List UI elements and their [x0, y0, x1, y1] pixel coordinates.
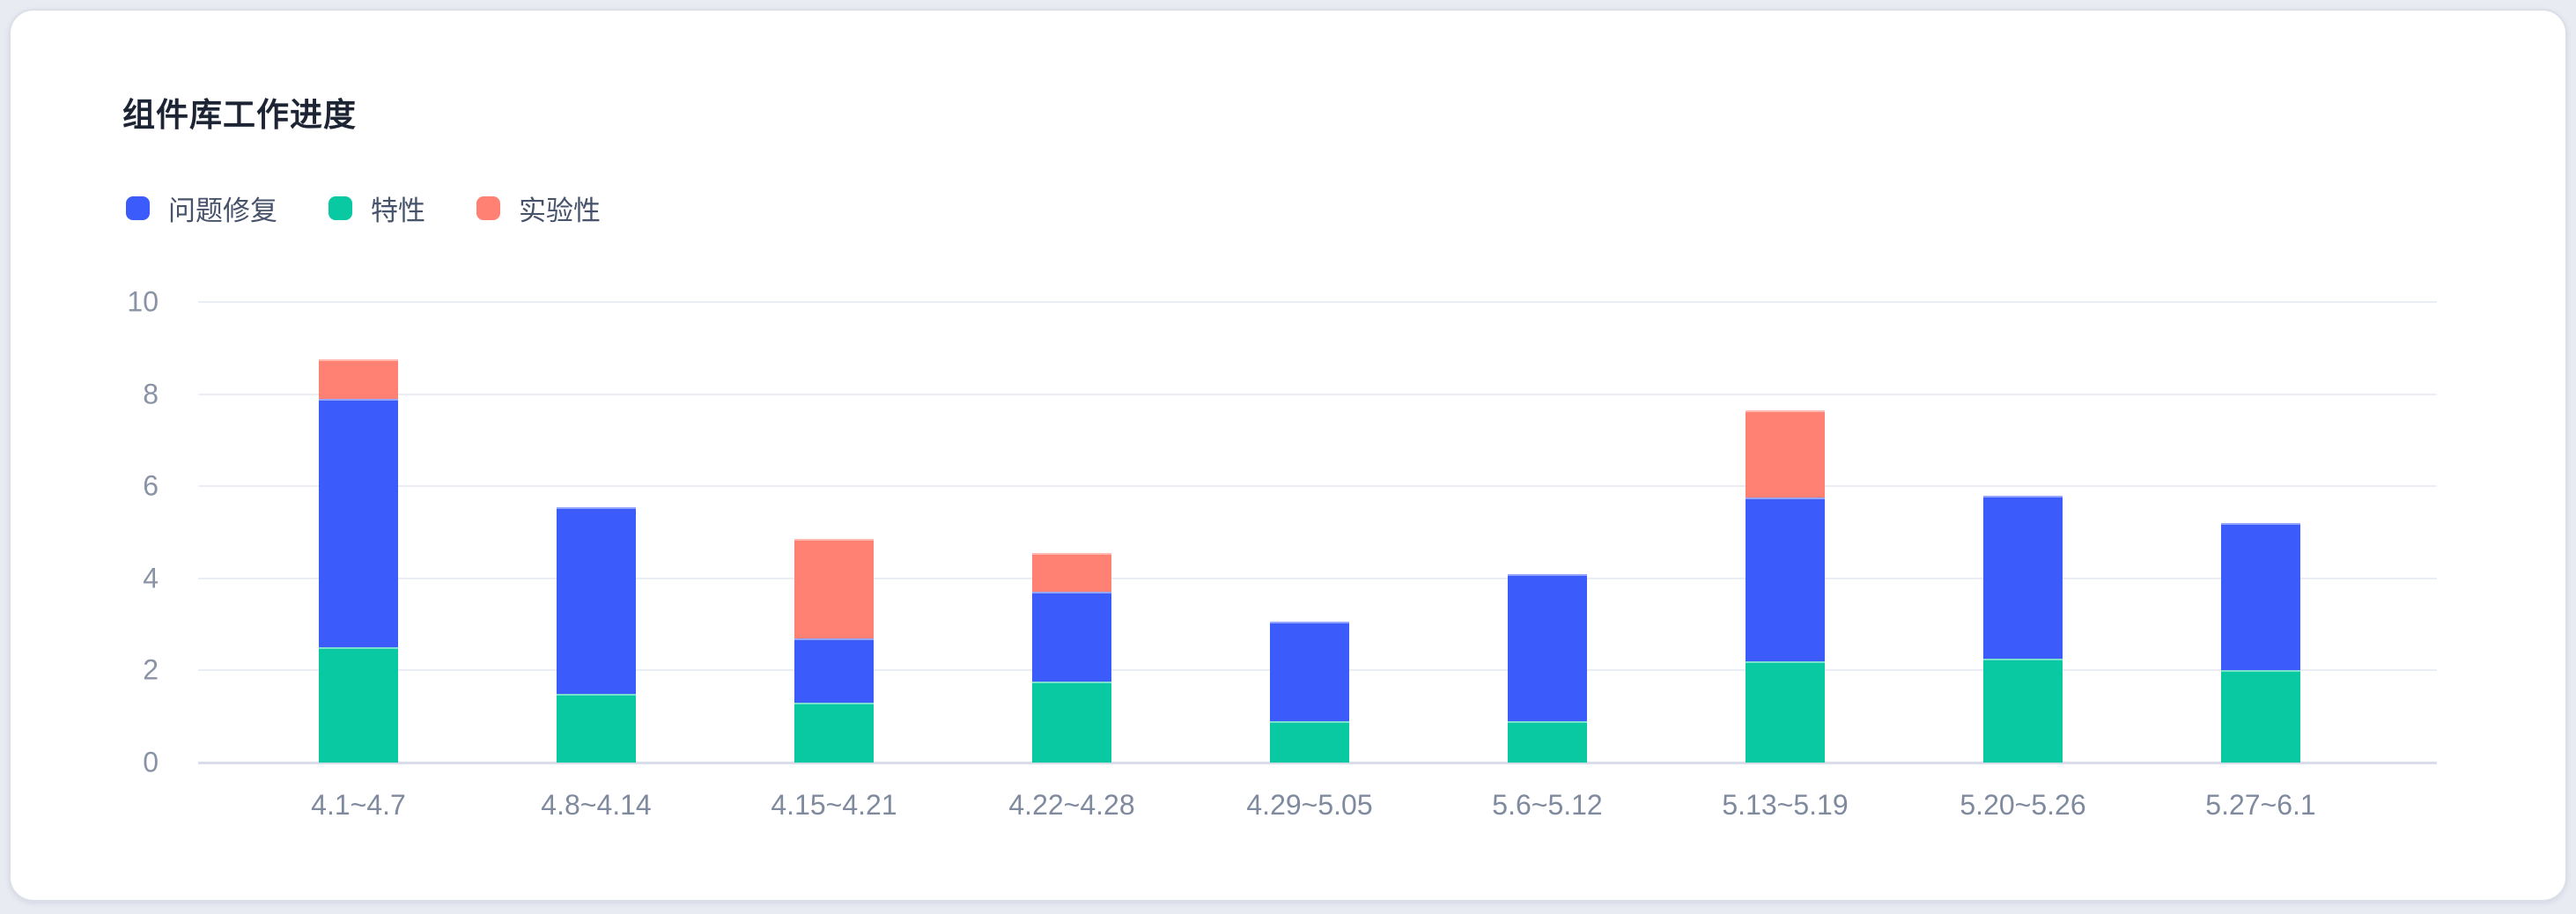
y-axis-tick-label: 2 [143, 653, 159, 686]
bar-segment-实验性[interactable] [319, 359, 398, 399]
legend-item-问题修复[interactable]: 问题修复 [126, 188, 277, 228]
bar-4.22~4.28 [1032, 553, 1111, 763]
bar-segment-实验性[interactable] [794, 539, 874, 638]
bar-segment-特性[interactable] [1508, 720, 1587, 763]
x-axis-tick-label: 4.8~4.14 [541, 789, 652, 821]
legend: 问题修复 特性 实验性 [126, 188, 601, 228]
x-axis-line [198, 762, 2437, 764]
plot-area: 0 2 4 6 8 10 4.1~4.7 4.8~4.14 4.15~4.21 4.22~4.28… [11, 11, 2565, 900]
bar-segment-特性[interactable] [557, 693, 636, 763]
gridline [198, 301, 2437, 303]
legend-color-chip [476, 196, 500, 220]
bar-segment-特性[interactable] [1270, 720, 1349, 763]
gridline [198, 393, 2437, 395]
bar-5.6~5.12 [1508, 573, 1587, 763]
chart-card: 组件库工作进度 问题修复 特性 实验性 0 2 4 6 8 10 4.1~4.7 4.8~4.14… [9, 9, 2567, 902]
bar-4.8~4.14 [557, 506, 636, 763]
bar-4.29~5.05 [1270, 622, 1349, 763]
bar-segment-问题修复[interactable] [1270, 622, 1349, 721]
bar-segment-问题修复[interactable] [2221, 523, 2300, 671]
bar-5.27~6.1 [2221, 523, 2300, 763]
y-axis-tick-label: 8 [143, 378, 159, 410]
chart-title: 组件库工作进度 [122, 97, 357, 133]
bar-4.15~4.21 [794, 539, 874, 763]
x-axis-tick-label: 5.6~5.12 [1492, 789, 1603, 821]
x-axis-tick-label: 4.29~5.05 [1246, 789, 1373, 821]
legend-label: 特性 [371, 195, 425, 226]
bar-segment-问题修复[interactable] [1746, 498, 1825, 661]
bar-segment-问题修复[interactable] [557, 506, 636, 694]
bar-5.13~5.19 [1746, 409, 1825, 763]
x-axis-tick-label: 4.22~4.28 [1008, 789, 1135, 821]
legend-color-chip [328, 196, 352, 220]
y-axis-tick-label: 10 [127, 285, 159, 318]
bar-segment-特性[interactable] [319, 647, 398, 763]
bar-segment-实验性[interactable] [1032, 553, 1111, 593]
bar-segment-实验性[interactable] [1746, 409, 1825, 498]
bar-segment-特性[interactable] [2221, 670, 2300, 763]
bar-segment-问题修复[interactable] [319, 398, 398, 648]
x-axis-tick-label: 5.20~5.26 [1960, 789, 2086, 821]
bar-segment-问题修复[interactable] [1032, 592, 1111, 682]
legend-item-实验性[interactable]: 实验性 [476, 188, 601, 228]
x-axis-tick-label: 4.15~4.21 [771, 789, 897, 821]
bar-5.20~5.26 [1983, 495, 2063, 763]
y-axis-tick-label: 0 [143, 746, 159, 778]
bar-segment-问题修复[interactable] [1983, 495, 2063, 660]
bar-segment-问题修复[interactable] [1508, 573, 1587, 721]
x-axis-tick-label: 5.13~5.19 [1722, 789, 1849, 821]
x-axis-tick-label: 5.27~6.1 [2205, 789, 2316, 821]
gridline [198, 577, 2437, 579]
bar-segment-特性[interactable] [1983, 659, 2063, 763]
legend-item-特性[interactable]: 特性 [328, 188, 425, 228]
bar-segment-特性[interactable] [794, 703, 874, 763]
legend-label: 实验性 [519, 195, 601, 226]
gridline [198, 485, 2437, 488]
legend-color-chip [126, 196, 150, 220]
y-axis-tick-label: 4 [143, 562, 159, 594]
legend-label: 问题修复 [168, 195, 277, 226]
x-axis-tick-label: 4.1~4.7 [311, 789, 406, 821]
y-axis-tick-label: 6 [143, 469, 159, 502]
bar-segment-特性[interactable] [1032, 682, 1111, 763]
bar-segment-特性[interactable] [1746, 660, 1825, 763]
bar-4.1~4.7 [319, 359, 398, 763]
bar-segment-问题修复[interactable] [794, 638, 874, 703]
